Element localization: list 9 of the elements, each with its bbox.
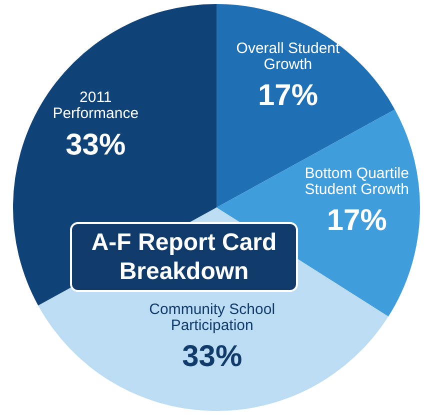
slice-label: Community School Participation bbox=[149, 300, 276, 334]
slice-label: Overall Student Growth bbox=[236, 40, 341, 73]
slice-label: Bottom Quartile Student Growth bbox=[304, 165, 409, 198]
slice-label: 2011 Performance bbox=[52, 89, 139, 122]
data-label: 17% bbox=[326, 204, 387, 238]
data-label: 33% bbox=[66, 128, 126, 162]
data-label: 33% bbox=[182, 340, 242, 374]
text: A-F Report Card Breakdown bbox=[70, 222, 298, 292]
data-label: 17% bbox=[258, 78, 318, 112]
